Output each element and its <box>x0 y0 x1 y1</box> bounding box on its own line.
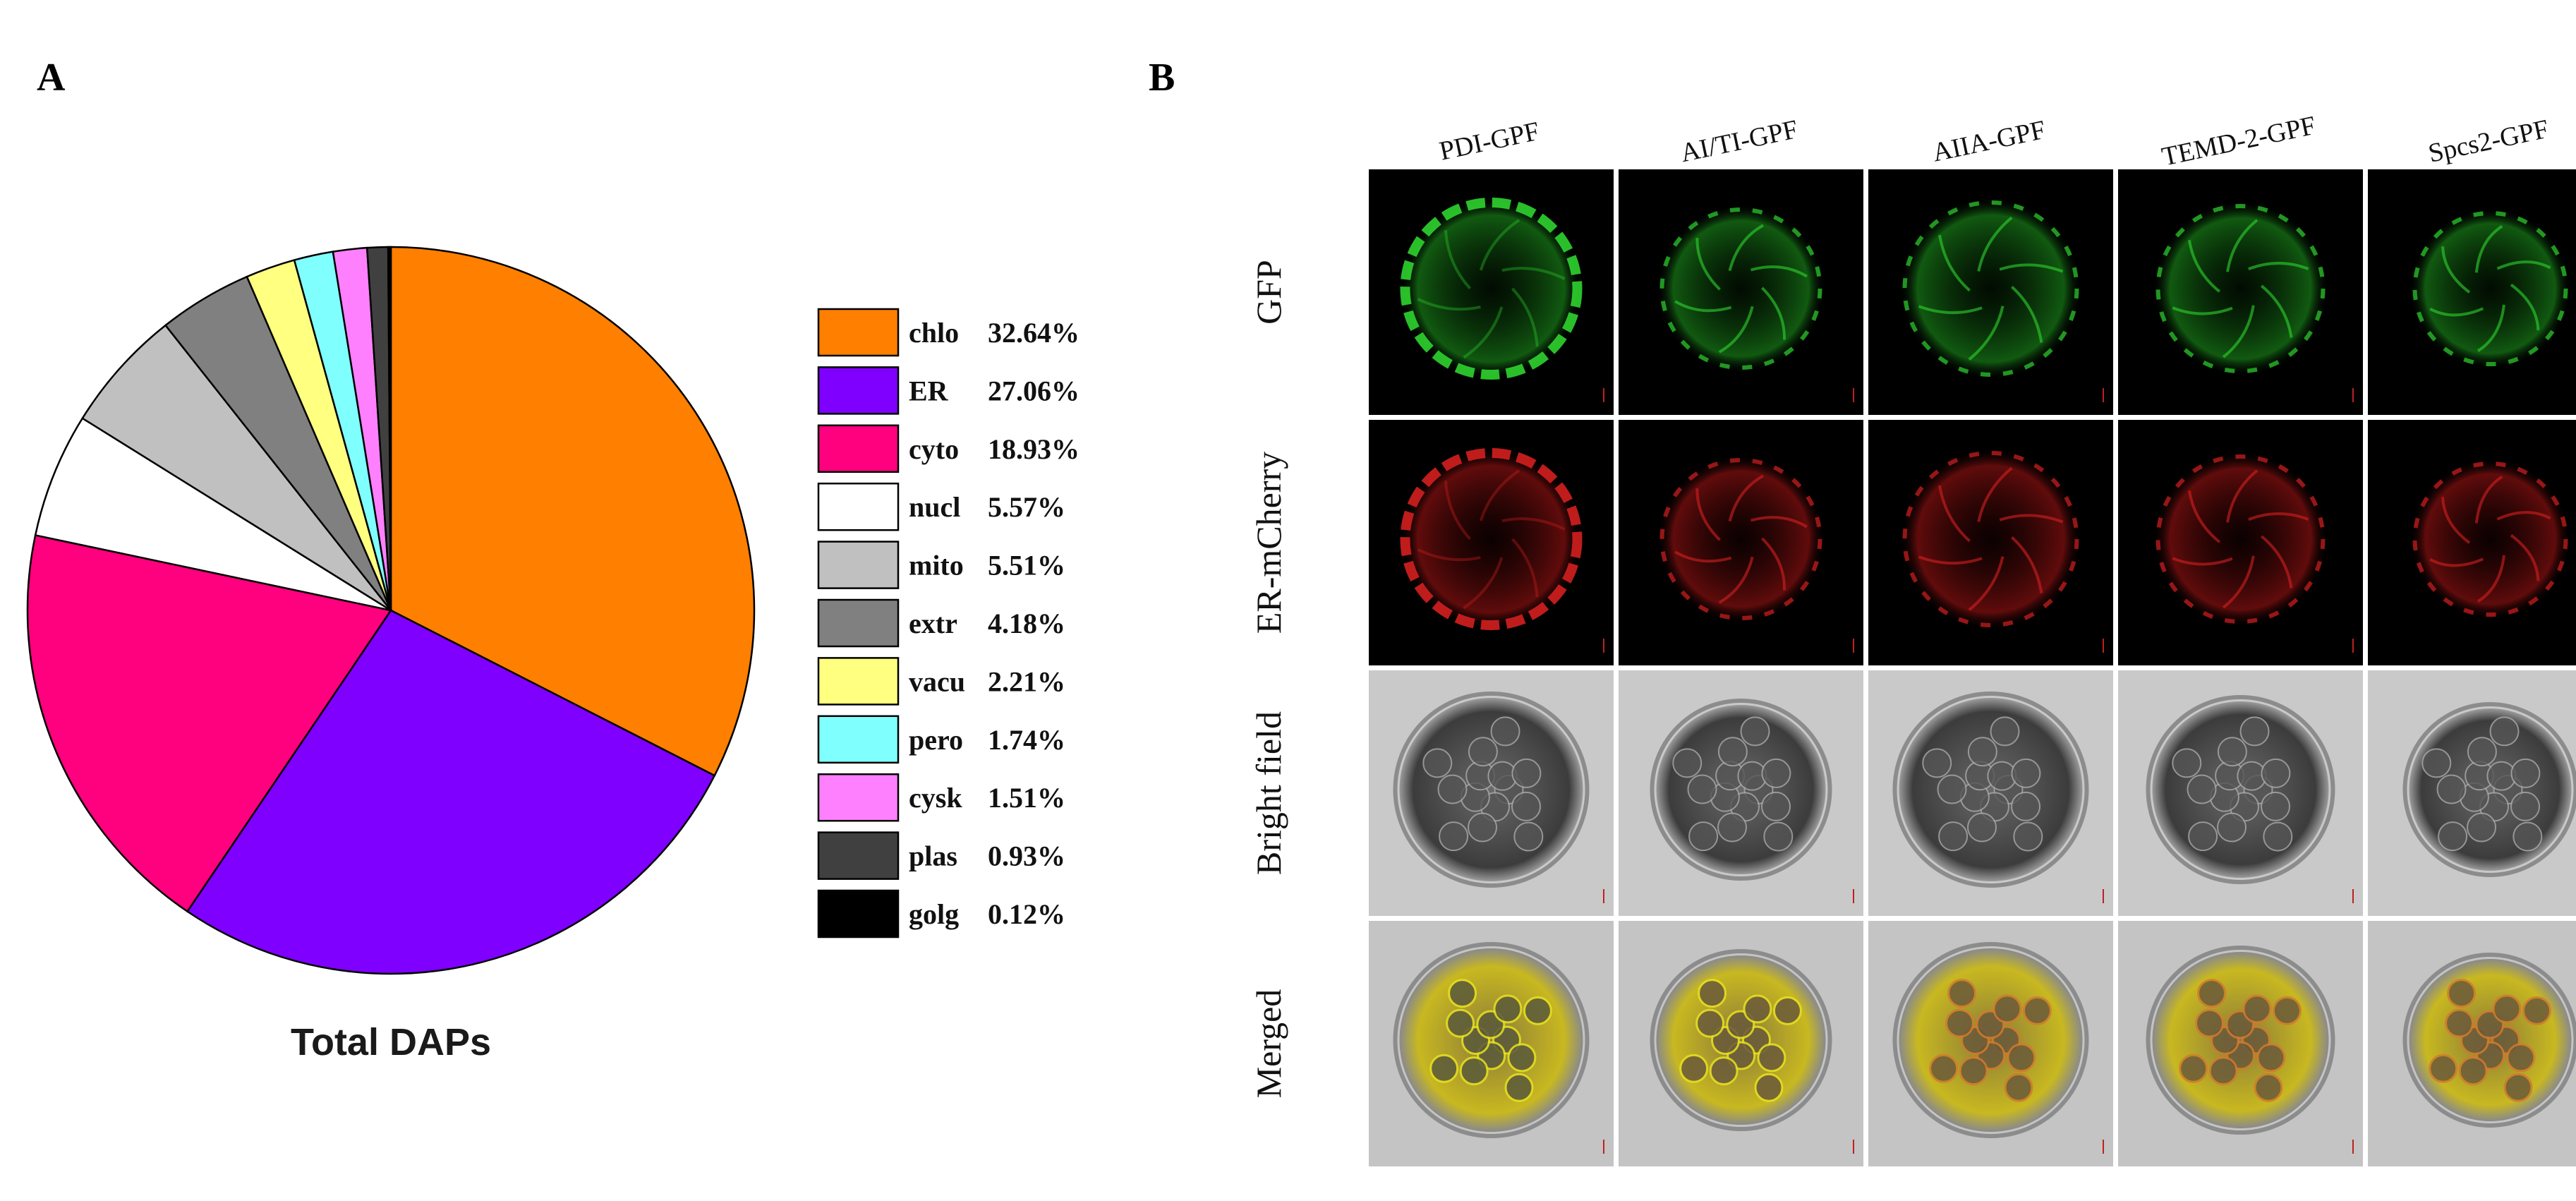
pie-slice-chlo <box>389 246 756 777</box>
legend-swatch-chlo <box>817 308 900 357</box>
micrograph-r1-c4 <box>2118 169 2363 415</box>
pie-slice-golg <box>387 246 392 611</box>
legend-label-cyto: cyto <box>909 433 959 465</box>
legend-label-extr: extr <box>909 608 957 639</box>
micrograph-r1-c5 <box>2368 169 2576 415</box>
micrograph-r4-c1 <box>1369 921 1614 1166</box>
legend-value-plas: 0.93% <box>988 840 1065 872</box>
legend-value-chlo: 32.64% <box>988 317 1080 349</box>
column-header-2: AI/TI-GPF <box>1678 114 1801 168</box>
legend-label-ER: ER <box>909 375 949 406</box>
legend-label-cysk: cysk <box>909 782 962 814</box>
micrograph-r4-c4 <box>2118 921 2363 1166</box>
pie-chart <box>26 246 756 975</box>
micrograph-r2-c5 <box>2368 420 2576 665</box>
row-header-2: ER-mCherry <box>1249 452 1288 634</box>
legend-value-ER: 27.06% <box>988 375 1080 406</box>
legend-value-cysk: 1.51% <box>988 782 1065 814</box>
row-header-1: GFP <box>1249 260 1288 325</box>
legend-label-chlo: chlo <box>909 317 959 349</box>
column-header-4: TEMD-2-GPF <box>2159 111 2318 172</box>
legend-swatch-golg <box>817 889 900 939</box>
micrograph-r4-c3 <box>1868 921 2113 1166</box>
legend-swatch-cyto <box>817 424 900 473</box>
column-header-3: AIIA-GPF <box>1930 115 2048 168</box>
legend-value-vacu: 2.21% <box>988 665 1065 697</box>
micrograph-r3-c1 <box>1369 670 1614 916</box>
micrograph-r4-c5 <box>2368 921 2576 1166</box>
legend-swatch-plas <box>817 831 900 880</box>
pie-slice-ER <box>186 609 716 975</box>
legend-swatch-vacu <box>817 657 900 706</box>
legend: chlo 32.64% ER 27.06% cyto 18.93% nucl 5.57% mit… <box>817 308 1080 939</box>
legend-value-nucl: 5.57% <box>988 491 1065 523</box>
legend-label-pero: pero <box>909 724 963 756</box>
legend-swatch-mito <box>817 541 900 589</box>
row-header-3: Bright field <box>1249 711 1288 875</box>
legend-label-mito: mito <box>909 550 964 581</box>
micrograph-r2-c1 <box>1369 420 1614 665</box>
micrograph-r3-c4 <box>2118 670 2363 916</box>
legend-swatch-extr <box>817 598 900 648</box>
row-headers: GFP ER-mCherry Bright field Merged <box>1249 260 1288 1098</box>
legend-label-golg: golg <box>909 898 959 930</box>
micrograph-grid <box>1364 164 2576 1171</box>
micrograph-r3-c5 <box>2368 670 2576 916</box>
panel-a-label: A <box>37 56 66 99</box>
micrograph-r1-c1 <box>1369 169 1614 415</box>
pie-slice-cyto <box>26 533 393 913</box>
legend-value-pero: 1.74% <box>988 724 1065 756</box>
micrograph-r2-c2 <box>1619 420 1863 665</box>
micrograph-r3-c3 <box>1868 670 2113 916</box>
legend-label-nucl: nucl <box>909 491 960 523</box>
legend-label-plas: plas <box>909 840 957 872</box>
micrograph-r1-c3 <box>1868 169 2113 415</box>
chart-title: Total DAPs <box>291 1021 491 1063</box>
micrograph-r4-c2 <box>1619 921 1863 1166</box>
legend-value-golg: 0.12% <box>988 898 1065 930</box>
micrograph-r1-c2 <box>1619 169 1863 415</box>
column-header-5: Spcs2-GPF <box>2426 114 2551 169</box>
legend-swatch-cysk <box>817 773 900 822</box>
row-header-4: Merged <box>1249 989 1288 1099</box>
pie-slice-mito <box>81 324 392 612</box>
legend-swatch-pero <box>817 715 900 764</box>
legend-swatch-nucl <box>817 482 900 531</box>
column-header-1: PDI-GPF <box>1437 116 1542 167</box>
pie-slice-nucl <box>34 417 392 612</box>
micrograph-r2-c4 <box>2118 420 2363 665</box>
column-headers: PDI-GPF AI/TI-GPF AIIA-GPF TEMD-2-GPF Spcs2-… <box>1437 111 2551 172</box>
legend-label-vacu: vacu <box>909 665 965 697</box>
legend-value-cyto: 18.93% <box>988 433 1080 465</box>
legend-value-mito: 5.51% <box>988 550 1065 581</box>
legend-value-extr: 4.18% <box>988 608 1065 639</box>
panel-b-label: B <box>1149 56 1175 99</box>
micrograph-r3-c2 <box>1619 670 1863 916</box>
legend-swatch-ER <box>817 366 900 415</box>
micrograph-r2-c3 <box>1868 420 2113 665</box>
